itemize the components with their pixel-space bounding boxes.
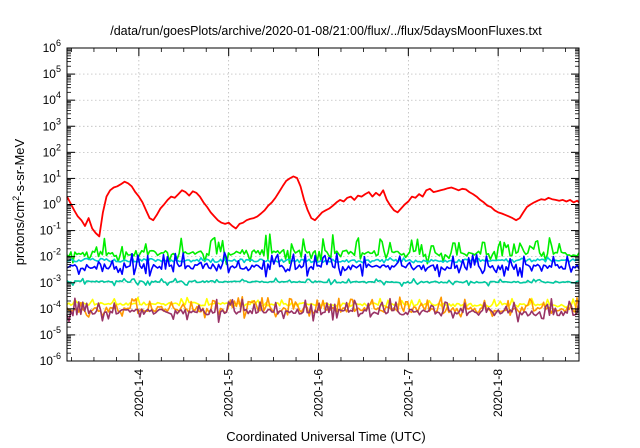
y-axis-title: protons/cm2-s-sr-MeV — [11, 138, 27, 265]
y-tick-label: 10-3 — [40, 273, 61, 290]
y-tick-label: 101 — [43, 168, 61, 185]
y-tick-label: 106 — [43, 38, 61, 55]
y-tick-exponent: -3 — [53, 273, 61, 283]
y-tick-base: 10 — [40, 224, 54, 238]
y-tick-exponent: 2 — [56, 142, 61, 152]
y-tick-base: 10 — [43, 67, 57, 81]
y-tick-base: 10 — [43, 198, 57, 212]
y-tick-exponent: -2 — [53, 247, 61, 257]
y-tick-label: 10-4 — [40, 299, 61, 316]
y-tick-base: 10 — [43, 145, 57, 159]
series-line-7 — [66, 297, 580, 323]
x-tick-label: 2020-1-8 — [491, 369, 505, 417]
y-tick-base: 10 — [43, 41, 57, 55]
y-tick-exponent: -5 — [53, 325, 61, 335]
y-axis-title-sup: 2 — [11, 196, 21, 201]
y-tick-base: 10 — [40, 328, 54, 342]
y-tick-label: 105 — [43, 64, 61, 81]
y-tick-label: 10-1 — [40, 221, 61, 238]
y-tick-base: 10 — [40, 354, 54, 368]
y-tick-base: 10 — [40, 302, 54, 316]
y-tick-base: 10 — [40, 276, 54, 290]
y-tick-base: 10 — [43, 171, 57, 185]
series-line-0 — [66, 175, 580, 238]
x-tick-label: 2020-1-5 — [222, 369, 236, 417]
y-tick-exponent: 4 — [56, 90, 61, 100]
y-tick-exponent: -4 — [53, 299, 61, 309]
series-line-4 — [66, 277, 580, 287]
y-tick-exponent: 5 — [56, 64, 61, 74]
x-tick-label: 2020-1-7 — [401, 369, 415, 417]
y-tick-label: 103 — [43, 116, 61, 133]
y-tick-exponent: -6 — [53, 351, 61, 361]
series-layer — [66, 175, 580, 323]
y-tick-label: 10-2 — [40, 247, 61, 264]
series-line-6 — [66, 296, 580, 319]
series-line-5 — [66, 296, 580, 308]
y-tick-base: 10 — [43, 93, 57, 107]
x-axis-title: Coordinated Universal Time (UTC) — [226, 429, 425, 444]
y-tick-base: 10 — [43, 119, 57, 133]
x-tick-label: 2020-1-4 — [132, 369, 146, 417]
y-tick-label: 104 — [43, 90, 61, 107]
chart-title: /data/run/goesPlots/archive/2020-01-08/2… — [110, 24, 542, 38]
y-axis-title-base: protons/cm — [12, 201, 27, 265]
axis-ticks — [67, 47, 579, 362]
y-tick-base: 10 — [40, 250, 54, 264]
series-line-3 — [66, 251, 580, 278]
y-axis-title-rest: -s-sr-MeV — [12, 138, 27, 195]
y-tick-label: 10-6 — [40, 351, 61, 368]
y-tick-exponent: 3 — [56, 116, 61, 126]
y-tick-labels: 10-610-510-410-310-210-11001011021031041… — [40, 38, 61, 368]
series-line-1 — [66, 233, 580, 266]
y-tick-exponent: -1 — [53, 221, 61, 231]
y-tick-label: 102 — [43, 142, 61, 159]
series-line-2 — [66, 256, 580, 264]
y-tick-exponent: 0 — [56, 195, 61, 205]
y-tick-exponent: 6 — [56, 38, 61, 48]
y-tick-label: 100 — [43, 195, 61, 212]
y-tick-label: 10-5 — [40, 325, 61, 342]
y-tick-exponent: 1 — [56, 168, 61, 178]
x-tick-label: 2020-1-6 — [312, 369, 326, 417]
x-tick-labels: 2020-1-4 2020-1-5 2020-1-6 2020-1-7 2020-1-8 — [132, 369, 505, 417]
